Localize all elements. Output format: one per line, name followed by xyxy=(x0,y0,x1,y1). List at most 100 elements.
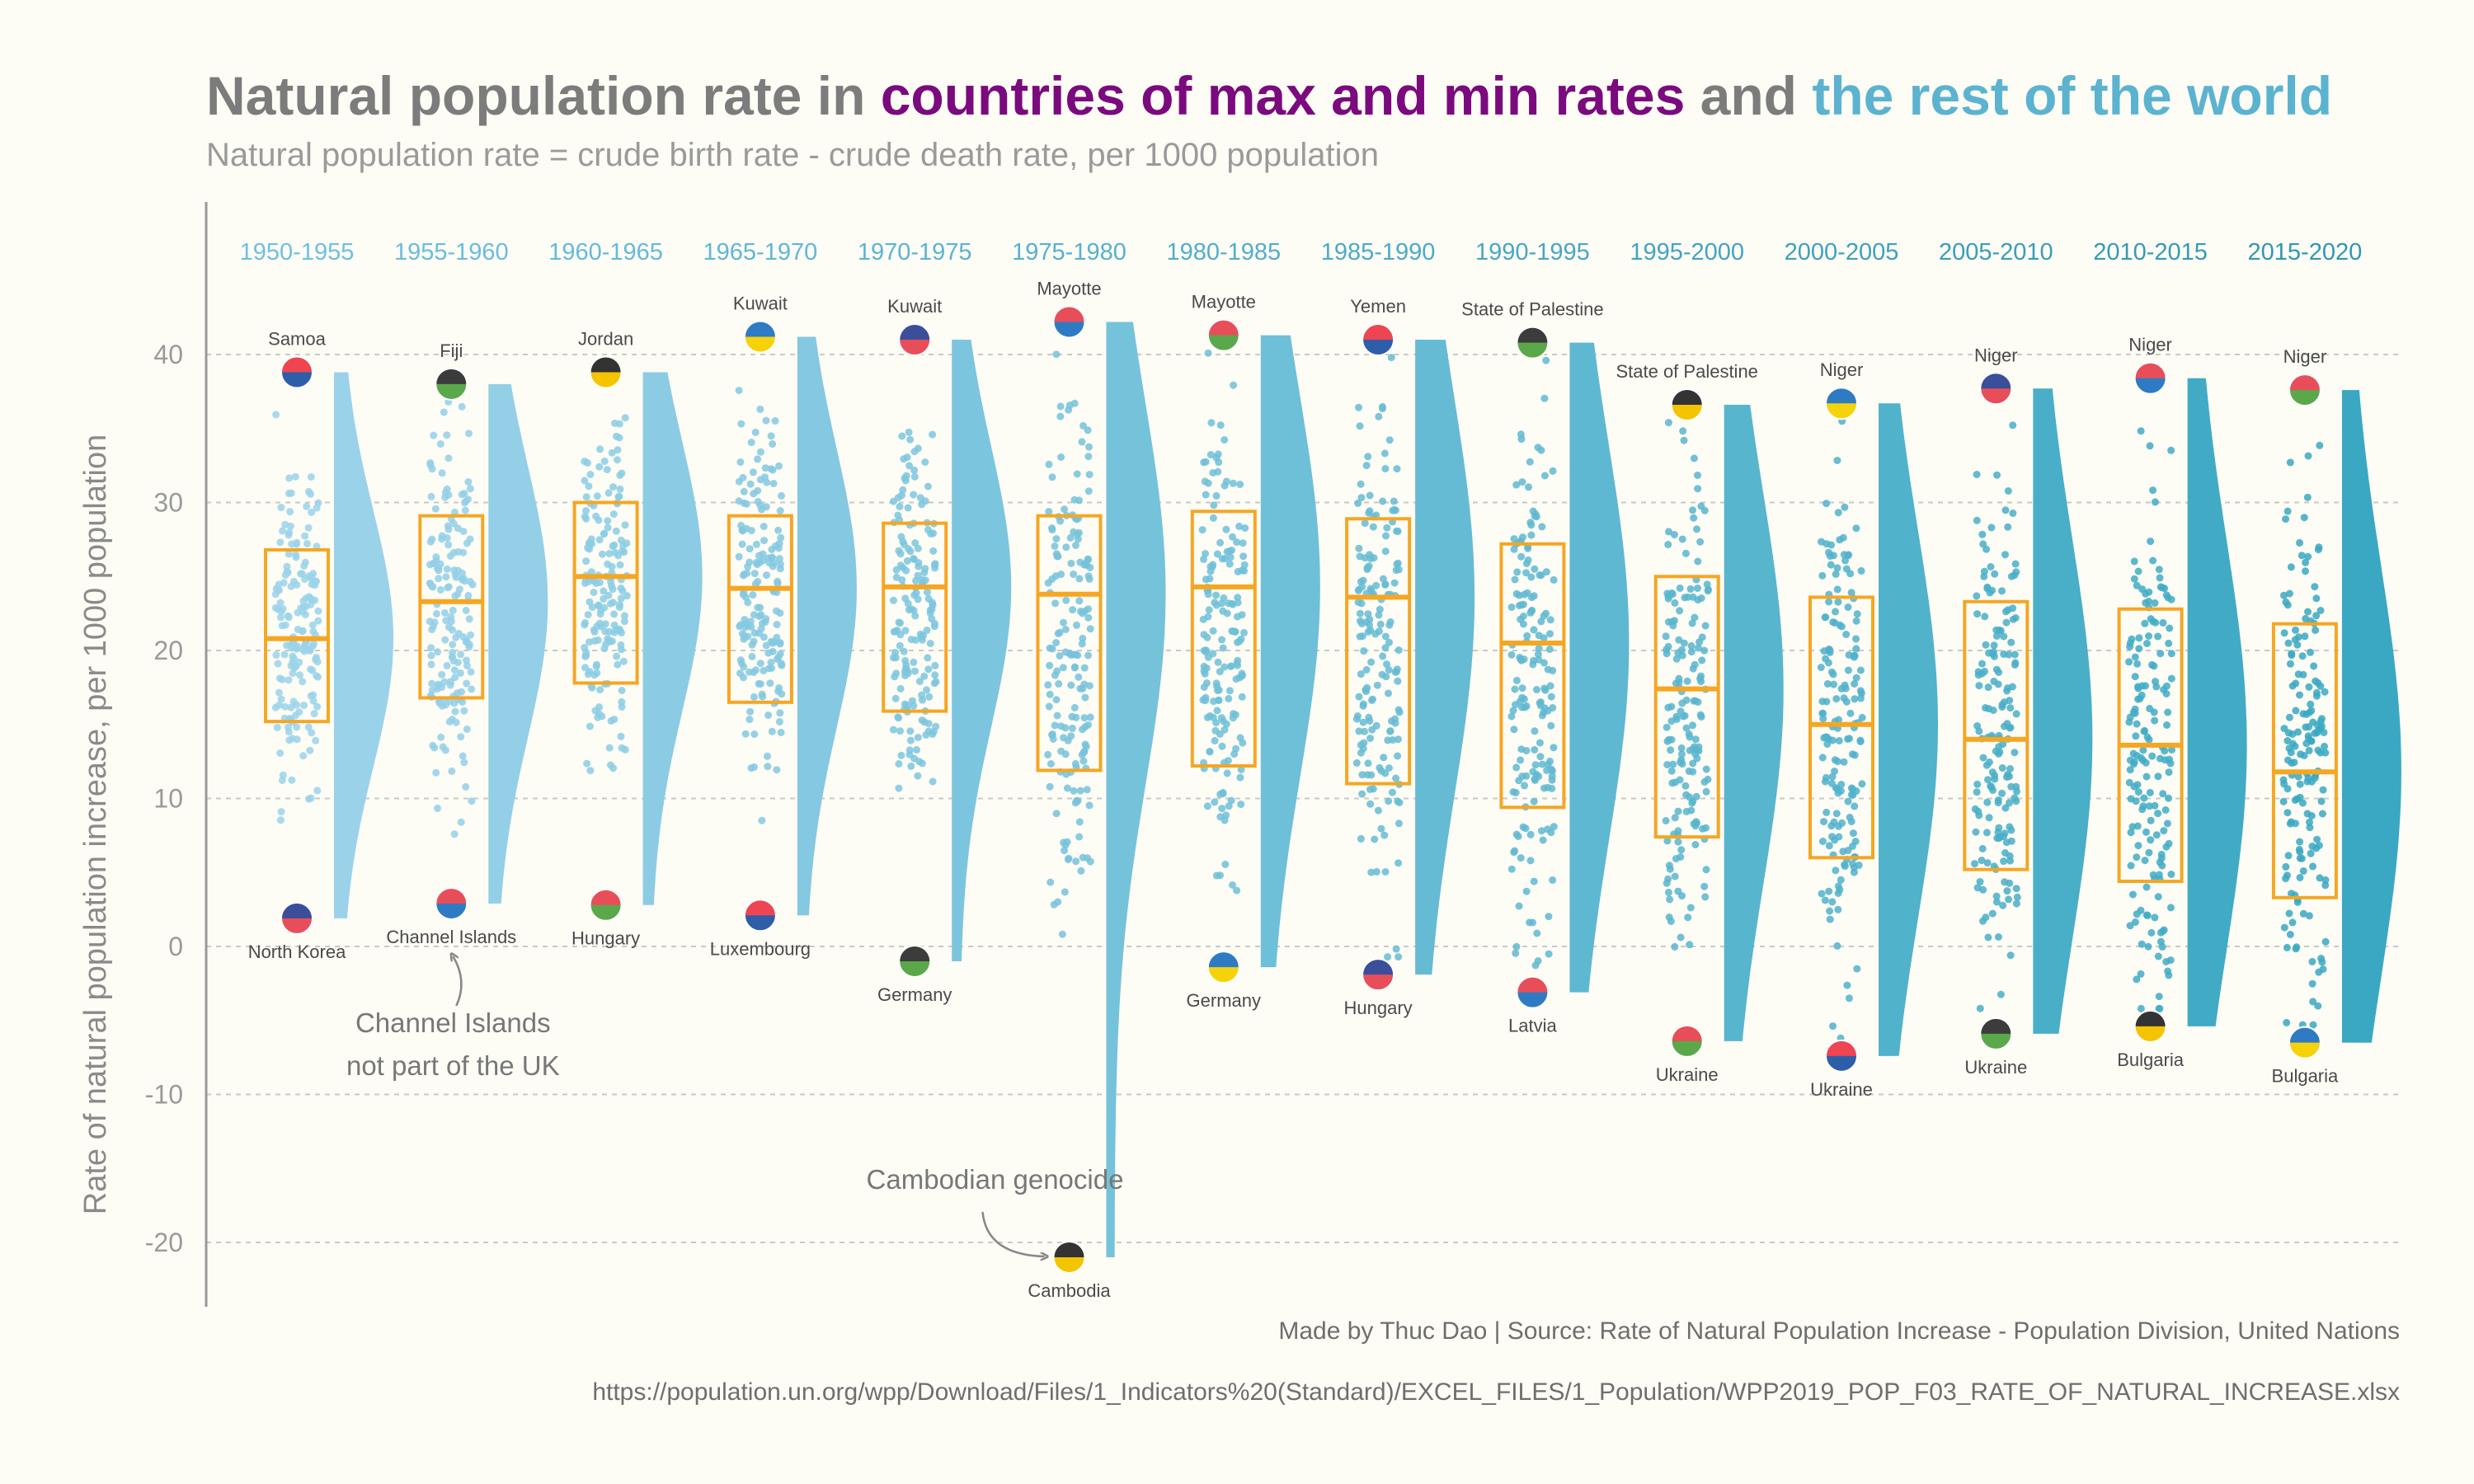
title-part-4: the rest of the world xyxy=(1812,65,2333,126)
country-dot xyxy=(1992,632,2001,640)
country-dot xyxy=(924,720,933,728)
country-dot xyxy=(2129,708,2138,716)
country-dot xyxy=(1666,895,1674,904)
country-dot xyxy=(1080,748,1089,755)
country-dot xyxy=(2152,683,2161,691)
country-dot xyxy=(2318,958,2326,966)
country-dot xyxy=(2299,909,2307,918)
country-dot xyxy=(924,665,933,674)
country-dot xyxy=(1542,356,1550,364)
country-dot xyxy=(1525,483,1532,491)
density-cloud xyxy=(2033,388,2093,1034)
country-dot xyxy=(1687,648,1696,656)
country-dot xyxy=(2296,793,2304,801)
country-dot xyxy=(2011,794,2019,802)
country-dot xyxy=(1222,811,1230,819)
country-dot xyxy=(1549,876,1557,884)
country-dot xyxy=(2151,716,2159,725)
country-dot xyxy=(1062,543,1070,552)
country-dot xyxy=(1362,462,1371,470)
country-dot xyxy=(1663,589,1672,598)
country-dot xyxy=(1842,631,1851,638)
country-dot xyxy=(1687,641,1696,650)
country-dot xyxy=(449,656,458,665)
country-dot xyxy=(1522,747,1531,754)
country-dot xyxy=(1689,768,1697,776)
country-dot xyxy=(1538,760,1546,768)
country-dot xyxy=(1999,901,2007,909)
country-dot xyxy=(2007,837,2015,845)
country-dot xyxy=(1076,684,1084,693)
country-dot xyxy=(1359,702,1367,710)
country-dot xyxy=(1856,666,1865,674)
country-dot xyxy=(2156,754,2164,763)
country-dot xyxy=(585,482,593,491)
iqr-box xyxy=(1499,542,1566,810)
country-dot xyxy=(1070,571,1078,578)
country-dot xyxy=(2143,911,2152,919)
country-dot xyxy=(429,583,437,591)
min-country-label: Hungary xyxy=(571,928,640,949)
country-dot xyxy=(1699,824,1707,833)
country-dot xyxy=(1837,876,1845,884)
country-dot xyxy=(1080,664,1089,672)
country-dot xyxy=(1817,664,1825,671)
country-dot xyxy=(2282,862,2290,871)
country-dot xyxy=(314,617,322,625)
country-dot xyxy=(1212,679,1221,688)
country-dot xyxy=(444,454,453,463)
country-dot xyxy=(615,434,623,442)
country-dot xyxy=(457,818,465,826)
country-dot xyxy=(1379,497,1387,505)
country-dot xyxy=(1061,888,1069,896)
country-dot xyxy=(1223,769,1231,777)
country-dot xyxy=(1238,611,1246,619)
country-dot xyxy=(584,611,592,619)
country-dot xyxy=(736,656,745,665)
country-dot xyxy=(929,777,937,786)
country-dot xyxy=(448,767,456,775)
country-dot xyxy=(907,762,915,770)
country-dot xyxy=(1061,626,1070,633)
country-dot xyxy=(1517,756,1525,764)
country-dot xyxy=(1206,748,1214,756)
country-dot xyxy=(616,485,624,493)
country-dot xyxy=(1225,560,1234,568)
min-country-label: Hungary xyxy=(1344,998,1413,1018)
min-country-label: Latvia xyxy=(1508,1016,1557,1036)
country-dot xyxy=(2159,790,2167,798)
country-dot xyxy=(2286,660,2294,668)
country-dot xyxy=(455,585,463,594)
country-dot xyxy=(904,504,912,512)
country-dot xyxy=(2011,650,2019,659)
country-dot xyxy=(2135,634,2143,642)
country-dot xyxy=(749,468,757,477)
country-dot xyxy=(468,797,476,805)
country-dot xyxy=(1507,865,1516,873)
country-dot xyxy=(1971,860,1978,868)
max-country-flag-icon xyxy=(743,320,777,354)
country-dot xyxy=(1689,759,1697,768)
country-dot xyxy=(905,428,913,436)
country-dot xyxy=(769,480,778,487)
country-dot xyxy=(432,609,440,618)
country-dot xyxy=(2156,1004,2164,1012)
country-dot xyxy=(1391,506,1399,514)
country-dot xyxy=(1366,491,1374,500)
country-dot xyxy=(608,448,616,457)
country-dot xyxy=(906,727,915,735)
country-dot xyxy=(1379,652,1387,660)
country-dot xyxy=(582,557,590,566)
country-dot xyxy=(1994,796,2002,804)
country-dot xyxy=(1671,599,1679,607)
country-dot xyxy=(605,550,614,557)
country-dot xyxy=(1378,402,1386,411)
country-dot xyxy=(1973,780,1982,788)
country-dot xyxy=(750,490,758,498)
country-dot xyxy=(314,607,322,615)
country-dot xyxy=(2137,427,2145,435)
country-dot xyxy=(2145,848,2153,857)
country-dot xyxy=(286,522,294,530)
country-dot xyxy=(913,746,920,754)
